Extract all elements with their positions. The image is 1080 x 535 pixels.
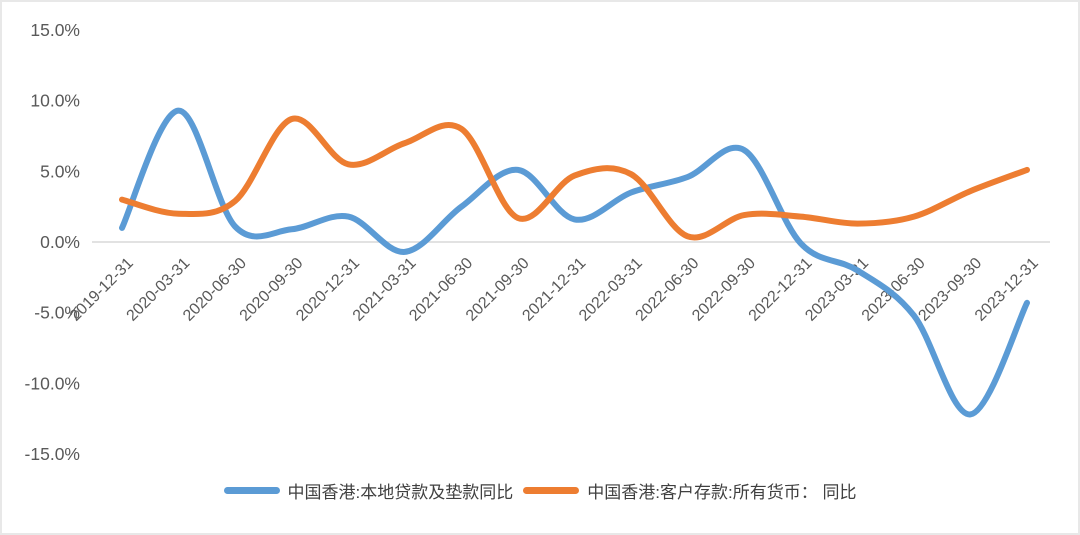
y-tick-label: -5.0% bbox=[34, 303, 80, 323]
line-chart: 15.0%10.0%5.0%0.0%-5.0%-10.0%-15.0%2019-… bbox=[25, 20, 1050, 464]
y-tick-label: 10.0% bbox=[30, 91, 80, 111]
legend-swatch-loans bbox=[223, 487, 280, 494]
y-tick-label: 0.0% bbox=[40, 232, 80, 252]
y-tick-label: 5.0% bbox=[40, 161, 80, 181]
legend-label-deposits: 中国香港:客户存款:所有货币： 同比 bbox=[587, 483, 857, 502]
legend-label-loans: 中国香港:本地贷款及垫款同比 bbox=[287, 483, 514, 502]
chart-legend: 中国香港:本地贷款及垫款同比 中国香港:客户存款:所有货币： 同比 bbox=[2, 478, 1078, 503]
y-tick-label: 15.0% bbox=[30, 20, 80, 40]
deposits-yoy-line bbox=[119, 115, 1030, 241]
legend-item-deposits: 中国香港:客户存款:所有货币： 同比 bbox=[523, 478, 856, 503]
y-tick-label: -15.0% bbox=[25, 444, 80, 464]
legend-swatch-deposits bbox=[523, 487, 580, 494]
y-tick-label: -10.0% bbox=[25, 373, 80, 393]
loans-yoy-line bbox=[119, 107, 1030, 418]
legend-item-loans: 中国香港:本地贷款及垫款同比 bbox=[223, 478, 514, 503]
